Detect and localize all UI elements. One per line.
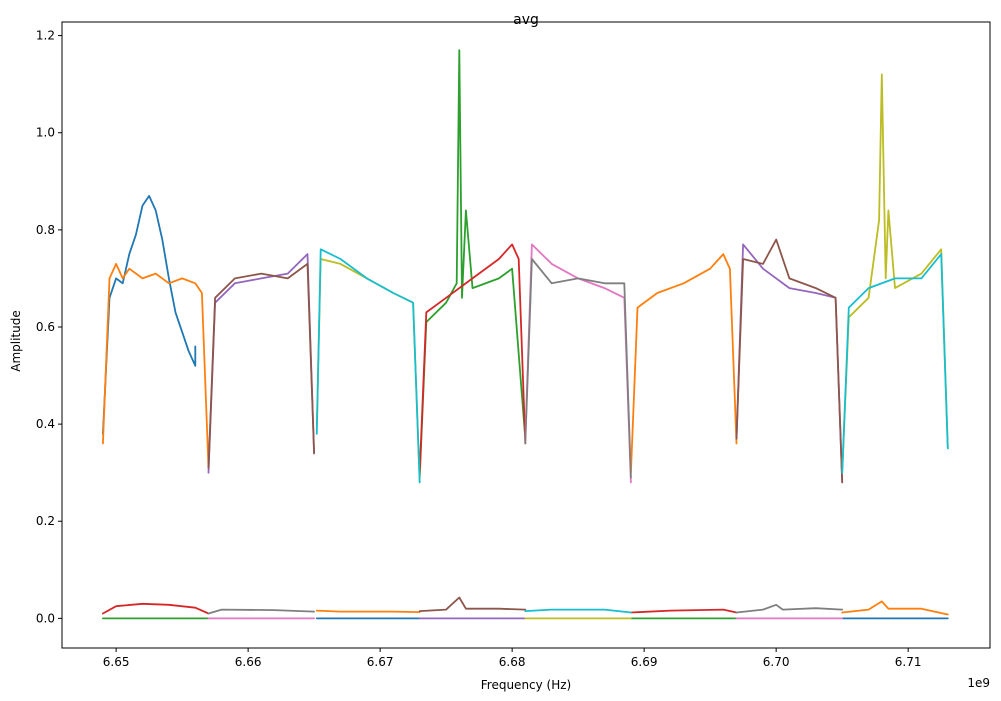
x-tick-label: 6.65	[103, 655, 130, 669]
series-line-9	[418, 49, 527, 479]
x-tick-label: 6.70	[763, 655, 790, 669]
x-tick-label: 6.67	[367, 655, 394, 669]
series-line-29	[315, 248, 421, 484]
series-line-12	[418, 243, 527, 474]
x-axis-label: Frequency (Hz)	[481, 678, 572, 692]
y-tick-label: 0.2	[36, 514, 55, 528]
x-tick-label: 6.71	[895, 655, 922, 669]
series-line-25	[735, 603, 844, 614]
series-line-17	[207, 263, 315, 469]
series-line-1	[102, 195, 197, 435]
y-tick-label: 1.2	[36, 29, 55, 43]
series-line-30	[524, 608, 632, 614]
plot-frame	[61, 21, 991, 649]
y-axis-label: Amplitude	[9, 310, 23, 372]
series-line-23	[207, 608, 315, 615]
series-layer	[102, 49, 949, 620]
series-line-19	[735, 238, 844, 484]
series-line-13	[630, 608, 738, 614]
y-tick-label: 0.8	[36, 223, 55, 237]
series-line-24	[524, 258, 632, 479]
x-tick-label: 6.68	[499, 655, 526, 669]
series-line-16	[735, 243, 844, 484]
y-tick-label: 0.6	[36, 320, 55, 334]
series-line-21	[524, 243, 632, 484]
series-line-6	[630, 253, 738, 474]
y-tick-label: 1.0	[36, 126, 55, 140]
x-axis: 6.65 6.66 6.67 6.68 6.69 6.70 6.71	[103, 648, 922, 669]
series-line-7	[841, 600, 949, 616]
y-axis: 0.0 0.2 0.4 0.6 0.8 1.0 1.2	[36, 29, 62, 625]
y-tick-label: 0.4	[36, 417, 55, 431]
series-line-5	[315, 609, 421, 613]
x-tick-label: 6.66	[235, 655, 262, 669]
series-line-28	[841, 73, 949, 474]
series-line-31	[841, 253, 949, 474]
y-tick-label: 0.0	[36, 611, 55, 625]
series-line-4	[102, 263, 210, 469]
series-line-18	[418, 596, 527, 612]
series-line-14	[207, 253, 315, 474]
series-line-26	[315, 258, 421, 484]
x-tick-label: 6.69	[631, 655, 658, 669]
x-axis-offset-label: 1e9	[967, 676, 990, 690]
chart-title: avg	[513, 12, 539, 28]
series-line-11	[102, 602, 210, 615]
